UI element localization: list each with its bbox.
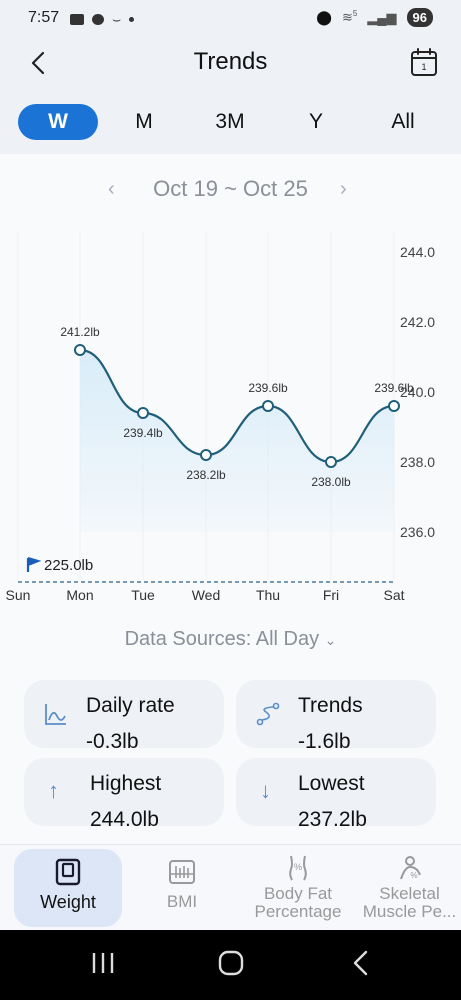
app-icon [92, 14, 104, 25]
weight-trend-chart: 225.0lb 244.0 242.0 240.0 238.0 236.0 241.2lb 2… [6, 232, 435, 603]
y-tick-label-2: 240.0 [400, 384, 435, 400]
nav-bmi-label: BMI [166, 892, 198, 911]
data-point-tue [137, 407, 149, 419]
goal-value-label: 225.0lb [44, 557, 93, 574]
x-tick-label-thu: Thu [256, 587, 280, 603]
x-tick-label-sat: Sat [383, 587, 404, 603]
lowest-value: 237.2lb [298, 808, 367, 826]
back-arrow-icon [31, 51, 45, 75]
wifi-icon: ≋5 [341, 9, 358, 25]
network-type: 5 [352, 9, 358, 19]
status-bar: 7:57 ⌣ ⬤ ≋5 ▂▄▆ 96 [0, 0, 461, 36]
svg-text:%: % [410, 871, 417, 880]
nav-weight-label: Weight [40, 892, 96, 912]
daily-rate-value: -0.3lb [86, 730, 139, 748]
y-tick-label-3: 238.0 [400, 454, 435, 470]
y-tick-label-1: 242.0 [400, 314, 435, 330]
lowest-title: Lowest [298, 772, 365, 795]
nav-body-fat[interactable]: % Body Fat Percentage [244, 849, 352, 927]
goal-flag-icon [26, 556, 42, 572]
data-point-mon [74, 344, 86, 356]
x-tick-label-fri: Fri [323, 587, 339, 603]
scale-icon [55, 858, 81, 886]
x-tick-label-wed: Wed [192, 587, 221, 603]
data-point-wed [200, 449, 212, 461]
home-icon[interactable] [216, 948, 246, 978]
recent-apps-icon[interactable] [88, 948, 118, 978]
bmi-icon [169, 860, 195, 884]
tab-all[interactable]: All [391, 110, 415, 133]
signal-icon: ▂▄▆ [367, 9, 397, 25]
notification-icons: ⌣ [70, 11, 135, 28]
highest-value: 244.0lb [90, 808, 159, 826]
skeletal-muscle-icon: % [399, 856, 421, 880]
location-icon: ⬤ [316, 9, 332, 25]
data-label-tue: 239.4lb [123, 426, 163, 440]
previous-week-button[interactable]: ‹ [108, 178, 115, 200]
back-nav-icon[interactable] [346, 948, 376, 978]
data-label-fri: 238.0lb [311, 475, 351, 489]
week-navigator: ‹ Oct 19 ~ Oct 25 › [0, 174, 461, 206]
arrow-down-icon: ↓ [260, 778, 271, 803]
battery-indicator: 96 [406, 8, 433, 27]
data-label-wed: 238.2lb [186, 468, 226, 482]
data-sources-selector[interactable]: Data Sources: All Day ⌄ [0, 628, 461, 651]
calendar-button[interactable]: 1 [409, 46, 439, 78]
tab-month[interactable]: M [135, 110, 153, 133]
back-button[interactable] [24, 48, 54, 78]
data-label-sat: 239.6lb [374, 381, 414, 395]
page-title: Trends [193, 48, 268, 75]
x-tick-label-tue: Tue [131, 587, 155, 603]
data-point-sat [388, 400, 400, 412]
nav-body-fat-label: Body Fat Percentage [254, 884, 342, 921]
lowest-card[interactable]: ↓ Lowest 237.2lb [236, 758, 436, 826]
line-chart-icon [45, 704, 66, 725]
app-header: Trends 1 [0, 36, 461, 92]
x-tick-label-sun: Sun [6, 587, 31, 603]
body-fat-icon: % [289, 855, 307, 881]
tab-year[interactable]: Y [308, 110, 323, 133]
youtube-icon [70, 14, 84, 25]
data-sources-label: Data Sources: All Day [124, 628, 320, 650]
status-time: 7:57 [28, 9, 60, 26]
trend-area [80, 350, 394, 532]
arrow-up-icon: ↑ [48, 778, 59, 803]
tilde-icon: ⌣ [112, 11, 122, 27]
system-navigation-bar [0, 930, 461, 1000]
x-tick-label-mon: Mon [66, 587, 93, 603]
week-range-label: Oct 19 ~ Oct 25 [153, 176, 308, 201]
svg-text:%: % [294, 862, 302, 872]
nav-weight[interactable]: Weight [14, 849, 122, 927]
trends-card[interactable]: Trends -1.6lb [236, 680, 436, 748]
data-label-thu: 239.6lb [248, 381, 288, 395]
next-week-button[interactable]: › [340, 178, 347, 200]
system-icons: ⬤ ≋5 ▂▄▆ 96 [316, 8, 433, 27]
tab-week[interactable]: W [18, 104, 98, 140]
data-point-fri [325, 456, 337, 468]
y-tick-label-0: 244.0 [400, 244, 435, 260]
y-tick-label-4: 236.0 [400, 524, 435, 540]
trends-value: -1.6lb [298, 730, 351, 748]
highest-card[interactable]: ↑ Highest 244.0lb [24, 758, 224, 826]
nav-bmi[interactable]: BMI [128, 849, 236, 927]
data-label-mon: 241.2lb [60, 325, 100, 339]
trends-title: Trends [298, 694, 363, 717]
trend-path-icon [256, 702, 280, 726]
tab-3-months[interactable]: 3M [215, 110, 245, 133]
range-tabs: W M 3M Y All [0, 92, 461, 154]
data-point-thu [262, 400, 274, 412]
nav-skeletal-muscle[interactable]: % Skeletal Muscle Pe... [358, 849, 461, 927]
trend-line [79, 348, 395, 464]
daily-rate-title: Daily rate [86, 694, 175, 717]
daily-rate-card[interactable]: Daily rate -0.3lb [24, 680, 224, 748]
chevron-down-icon: ⌄ [324, 632, 337, 648]
more-notifications-icon [129, 17, 135, 22]
nav-skeletal-muscle-label: Skeletal Muscle Pe... [362, 884, 457, 921]
svg-text:1: 1 [421, 62, 426, 72]
highest-title: Highest [90, 772, 162, 795]
bottom-navigation: Weight BMI % Body Fat Percentage % Skele… [0, 844, 461, 930]
calendar-icon: 1 [411, 48, 437, 76]
